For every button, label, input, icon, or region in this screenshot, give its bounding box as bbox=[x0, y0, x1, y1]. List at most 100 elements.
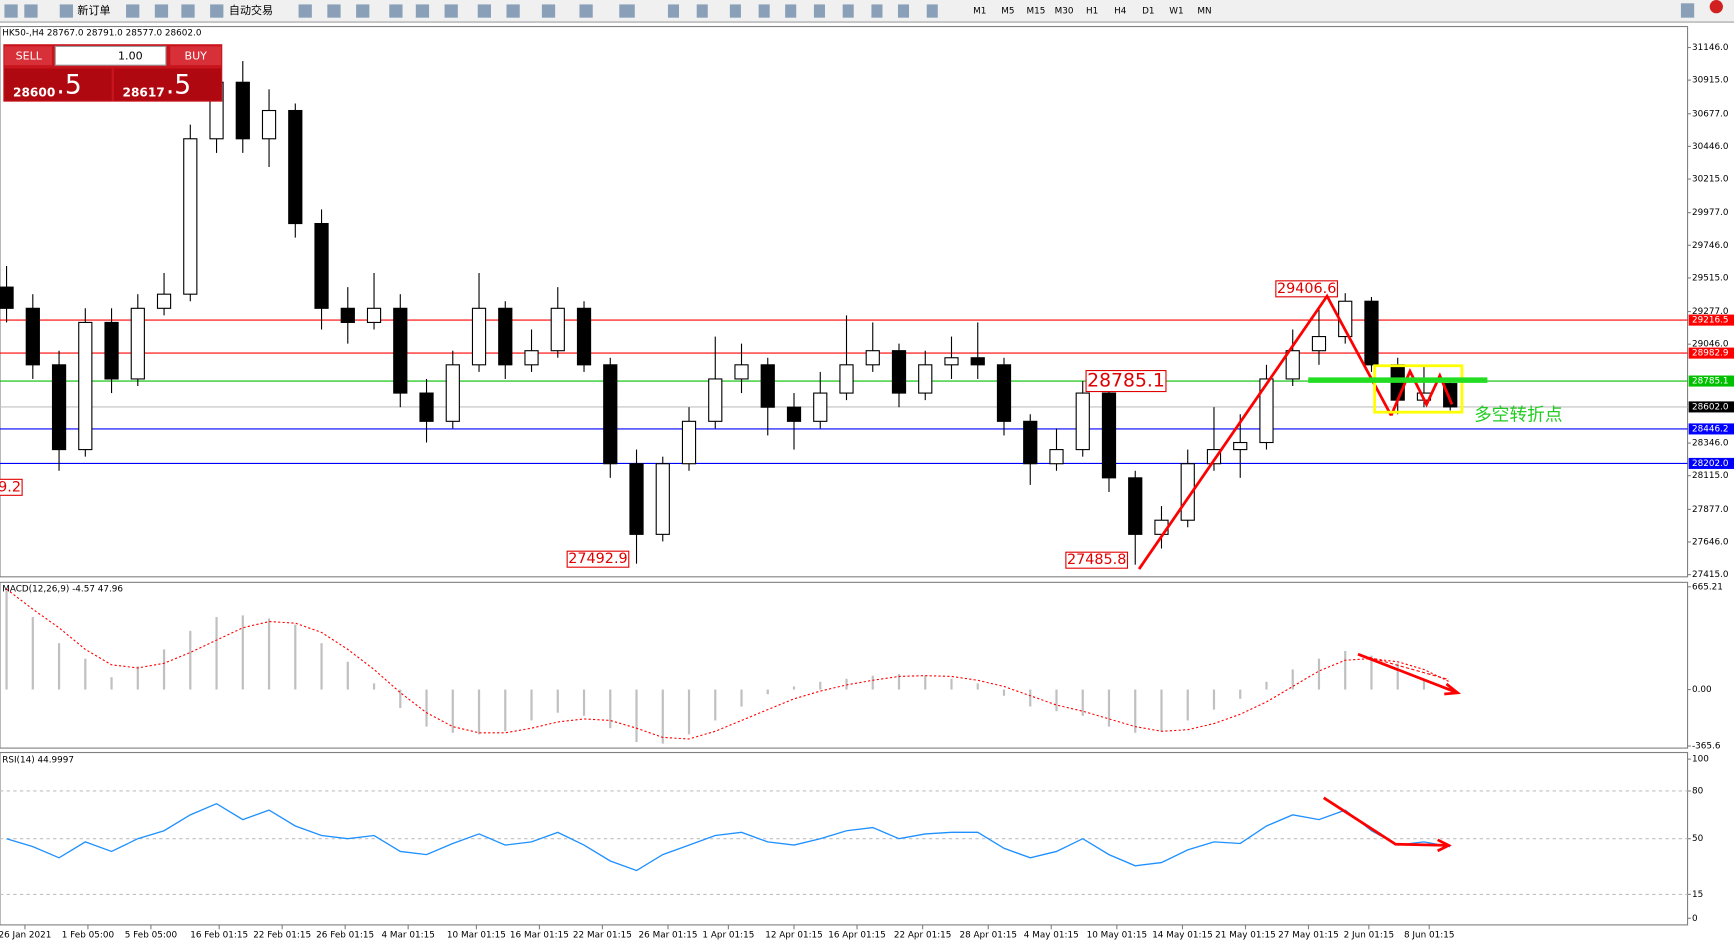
candle-body bbox=[314, 222, 329, 309]
candle-body bbox=[1023, 420, 1038, 465]
candle-body bbox=[839, 364, 854, 394]
chart-title: HK50-,H4 28767.0 28791.0 28577.0 28602.0 bbox=[2, 29, 202, 39]
level-label: 28202.0 bbox=[1692, 459, 1729, 469]
candle-body bbox=[1285, 350, 1300, 380]
candle-body bbox=[393, 307, 408, 394]
candle-body bbox=[760, 364, 775, 408]
candle-body bbox=[708, 378, 723, 422]
ask-frac: .5 bbox=[166, 70, 191, 101]
x-tick-label: 2 Jun 01:15 bbox=[1344, 930, 1394, 940]
y-tick-label: 27646.0 bbox=[1692, 537, 1729, 547]
candle-body bbox=[681, 420, 697, 465]
timeframe-button[interactable]: W1 bbox=[1169, 7, 1183, 17]
candle-body bbox=[1128, 477, 1143, 535]
timeframe-button[interactable]: M5 bbox=[1001, 7, 1014, 17]
candle-body bbox=[1259, 378, 1274, 444]
y-tick-label: 0.00 bbox=[1692, 685, 1712, 695]
y-tick-label: 31146.0 bbox=[1692, 43, 1729, 53]
y-tick-label: 0 bbox=[1692, 914, 1698, 924]
y-tick-label: 29977.0 bbox=[1692, 208, 1729, 218]
candle-body bbox=[603, 364, 618, 465]
x-tick-label: 27 May 01:15 bbox=[1278, 930, 1339, 940]
level-label-bg bbox=[1688, 457, 1734, 469]
price-panel: 31146.0 30915.0 30677.0 30446.0 30215.0 29977… bbox=[0, 43, 1734, 940]
price-annotation: 28785.1 bbox=[1087, 371, 1165, 392]
x-tick-label: 28 Apr 01:15 bbox=[959, 930, 1017, 940]
x-tick-label: 16 Feb 01:15 bbox=[190, 930, 248, 940]
timeframe-button[interactable]: D1 bbox=[1142, 7, 1154, 17]
buy-price-box[interactable] bbox=[113, 68, 222, 101]
level-label: 28602.0 bbox=[1692, 402, 1729, 412]
candle-body bbox=[235, 81, 250, 140]
price-annotation-box bbox=[0, 478, 23, 496]
candle-body bbox=[1049, 449, 1064, 465]
level-label-bg bbox=[1688, 375, 1734, 387]
x-tick-label: 26 Mar 01:15 bbox=[639, 930, 698, 940]
x-tick-label: 4 May 01:15 bbox=[1024, 930, 1079, 940]
candle-body bbox=[1311, 336, 1327, 352]
x-tick-label: 26 Jan 2021 bbox=[0, 930, 51, 940]
timeframe-button[interactable]: MN bbox=[1197, 7, 1211, 17]
new-order[interactable]: 新订单 bbox=[77, 3, 110, 17]
y-tick-label: 50 bbox=[1692, 834, 1704, 844]
panel-frames bbox=[0, 25, 1689, 926]
x-tick-label: 10 May 01:15 bbox=[1087, 930, 1148, 940]
y-tick-label: 30215.0 bbox=[1692, 175, 1729, 185]
level-label-bg bbox=[1688, 347, 1734, 359]
timeframe-button[interactable]: H1 bbox=[1086, 7, 1098, 17]
level-label-bg bbox=[1688, 423, 1734, 435]
x-tick-label: 1 Apr 01:15 bbox=[702, 930, 754, 940]
sell-label[interactable]: SELL bbox=[16, 49, 43, 62]
buy-label[interactable]: BUY bbox=[185, 49, 208, 62]
candle-body bbox=[655, 463, 670, 535]
candle-body bbox=[366, 307, 382, 323]
y-tick-label: 29277.0 bbox=[1692, 307, 1729, 317]
lots-input[interactable] bbox=[54, 45, 167, 66]
x-tick-label: 16 Mar 01:15 bbox=[510, 930, 569, 940]
price-annotation-box bbox=[1065, 551, 1129, 569]
candle-body bbox=[1075, 392, 1090, 451]
sell-button[interactable] bbox=[4, 46, 52, 66]
lots-value[interactable]: 1.00 bbox=[118, 49, 143, 62]
candle-body bbox=[0, 286, 14, 309]
y-tick-label: 665.21 bbox=[1692, 582, 1723, 592]
price-annotation: 9.2 bbox=[0, 479, 21, 495]
auto-trade[interactable]: 自动交易 bbox=[229, 3, 273, 17]
buy-button[interactable] bbox=[170, 46, 222, 66]
candle-body bbox=[891, 350, 907, 394]
y-tick-label: 27877.0 bbox=[1692, 505, 1729, 515]
sell-price-box[interactable] bbox=[4, 68, 112, 101]
y-tick-label: 29515.0 bbox=[1692, 273, 1729, 283]
y-tick-label: 30915.0 bbox=[1692, 76, 1729, 86]
y-tick-label: 15 bbox=[1692, 890, 1703, 900]
candle-body bbox=[970, 357, 985, 366]
candle-body bbox=[996, 364, 1012, 422]
toolbar-icons[interactable] bbox=[4, 3, 1695, 18]
x-tick-label: 22 Apr 01:15 bbox=[894, 930, 952, 940]
candle-body bbox=[813, 392, 828, 422]
notification-badge[interactable] bbox=[1709, 0, 1723, 14]
candle-body bbox=[524, 350, 539, 366]
timeframe-button[interactable]: M15 bbox=[1027, 7, 1046, 17]
timeframe-button[interactable]: M30 bbox=[1055, 7, 1074, 17]
y-tick-label: 28346.0 bbox=[1692, 439, 1729, 449]
candle-body bbox=[576, 307, 592, 366]
candle-body bbox=[550, 307, 565, 352]
candle-body bbox=[1101, 392, 1117, 479]
level-label: 28785.1 bbox=[1692, 377, 1729, 387]
x-tick-label: 22 Feb 01:15 bbox=[253, 930, 311, 940]
timeframe-button[interactable]: M1 bbox=[973, 7, 986, 17]
y-tick-label: 28115.0 bbox=[1692, 471, 1729, 481]
y-tick-label: 29046.0 bbox=[1692, 340, 1729, 350]
macd-panel: MACD(12,26,9) -4.57 47.96 665.21 0.00 -365.… bbox=[2, 582, 1723, 751]
candle-body bbox=[918, 364, 933, 394]
panel-title: RSI(14) 44.9997 bbox=[2, 756, 74, 766]
level-label: 29216.5 bbox=[1692, 316, 1729, 326]
drawings bbox=[1137, 293, 1488, 853]
timeframe-button[interactable]: H4 bbox=[1114, 7, 1127, 17]
y-tick-label: 29746.0 bbox=[1692, 241, 1729, 251]
level-label: 28446.2 bbox=[1692, 424, 1729, 434]
candle-body bbox=[340, 307, 355, 323]
